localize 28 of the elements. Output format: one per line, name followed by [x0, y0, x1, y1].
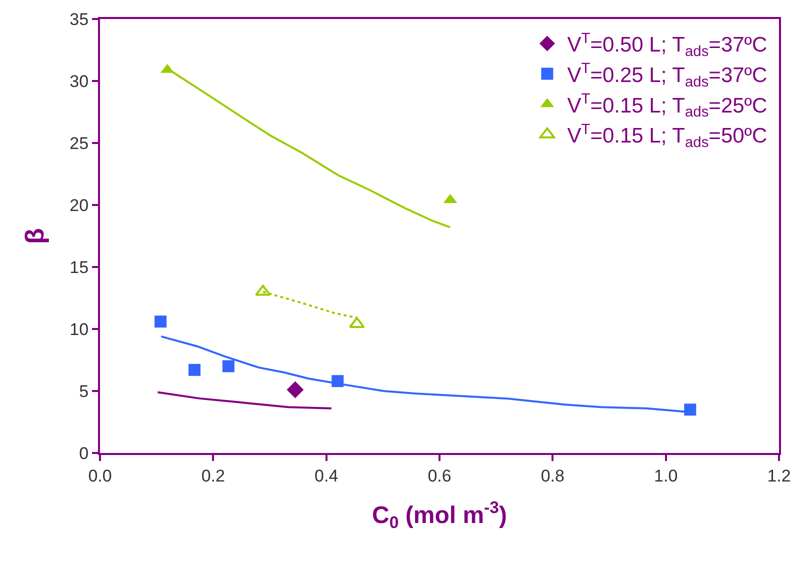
- x-tick-label: 0.6: [428, 466, 452, 486]
- x-axis-title: C$_{0}$ (mol m$^{-3}$): [372, 498, 507, 532]
- point: [286, 381, 304, 398]
- y-tick-label: 35: [70, 10, 89, 29]
- line-series: [156, 391, 332, 410]
- y-tick-label: 0: [79, 444, 89, 463]
- point: [684, 404, 696, 416]
- x-tick-label: 1.2: [767, 466, 791, 486]
- x-tick-label: 0.0: [88, 466, 112, 486]
- y-tick-label: 10: [70, 320, 89, 339]
- point: [255, 284, 271, 296]
- y-tick-label: 15: [70, 258, 89, 277]
- legend-label: V$^{T}$=0.15 L; T$_{ads}$=25ºC: [567, 91, 768, 121]
- legend-label: V$^{T}$=0.15 L; T$_{ads}$=50ºC: [567, 122, 768, 151]
- y-tick-label: 5: [79, 382, 89, 401]
- point: [154, 316, 167, 328]
- y-tick-label: 20: [70, 196, 89, 215]
- x-tick-label: 0.8: [540, 466, 564, 486]
- point: [222, 360, 234, 372]
- x-tick-label: 0.2: [201, 466, 225, 486]
- x-tick-label: 1.0: [654, 466, 678, 486]
- y-tick-label: 30: [70, 72, 89, 91]
- x-tick-label: 0.4: [314, 466, 338, 486]
- point: [188, 364, 200, 376]
- y-axis-title: β: [20, 228, 50, 244]
- legend-label: V$^{T}$=0.25 L; T$_{ads}$=37ºC: [567, 61, 768, 90]
- legend-label: V$^{T}$=0.50 L; T$_{ads}$=37ºC: [567, 30, 768, 60]
- y-tick-label: 25: [70, 134, 89, 153]
